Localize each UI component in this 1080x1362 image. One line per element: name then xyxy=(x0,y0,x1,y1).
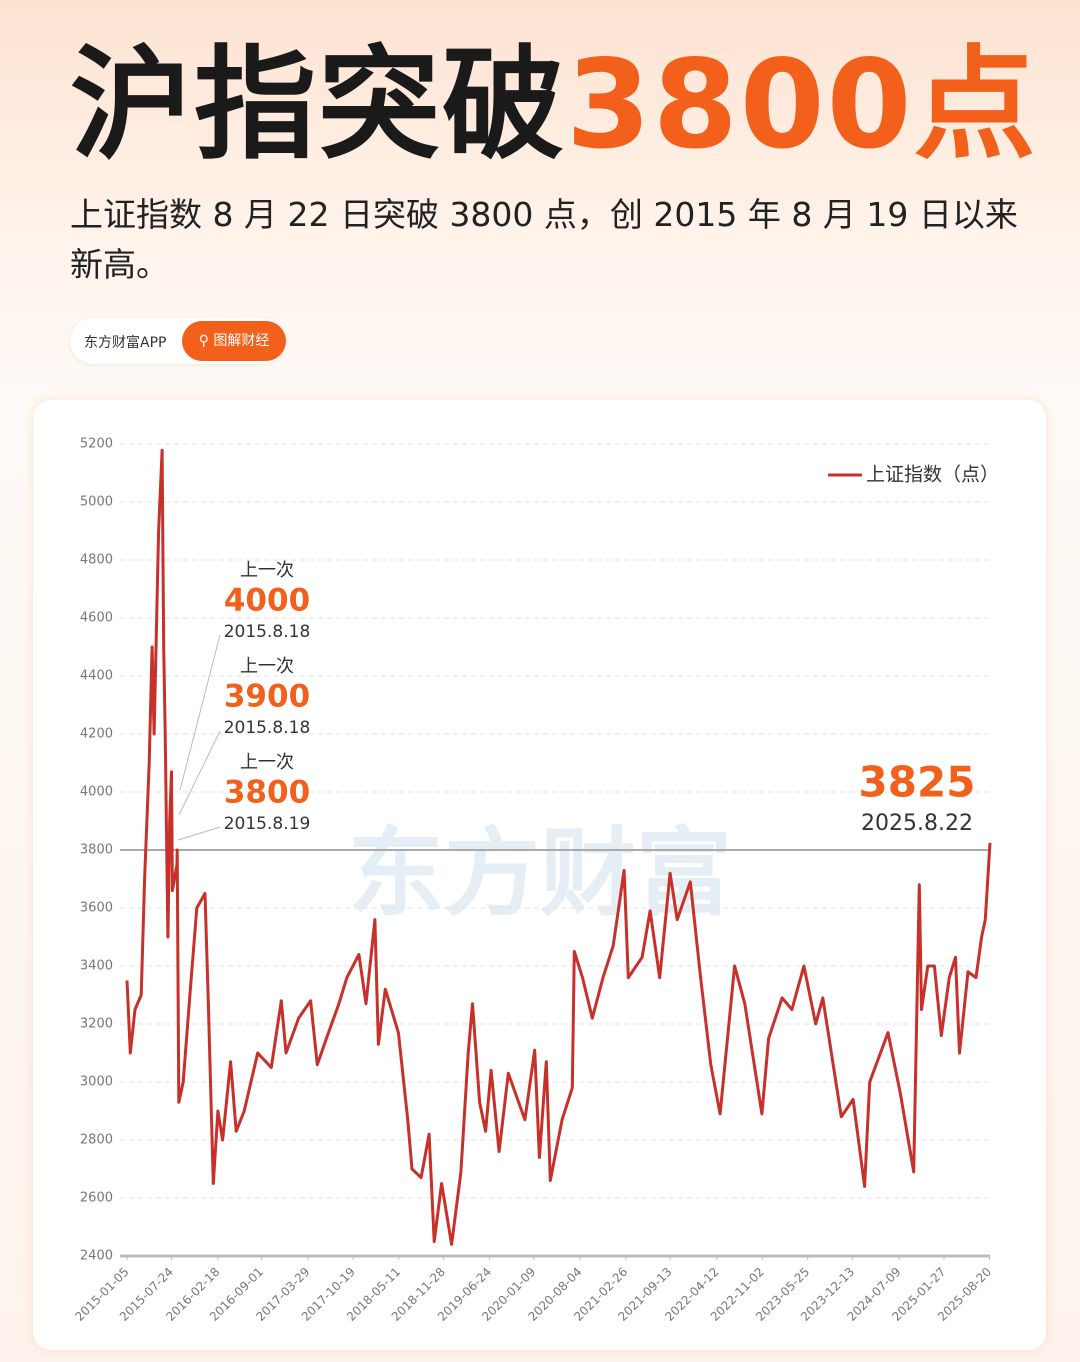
annotation-label: 上一次 xyxy=(240,656,294,677)
annotation-value: 4000 xyxy=(224,583,310,619)
y-tick-label: 3600 xyxy=(80,901,113,916)
y-tick-label: 4600 xyxy=(80,611,113,626)
y-tick-label: 4200 xyxy=(80,727,113,742)
annotation-value: 3800 xyxy=(224,775,310,811)
y-tick-label: 5200 xyxy=(80,437,113,452)
source: 东方财富APP xyxy=(84,335,167,351)
tag-bar: 东方财富APP ⚲ 图解财经 xyxy=(70,318,286,364)
y-tick-label: 4800 xyxy=(80,553,113,568)
title-prefix: 沪指突破 xyxy=(70,34,566,176)
subtitle: 上证指数 8 月 22 日突破 3800 点，创 2015 年 8 月 19 日… xyxy=(70,195,1018,284)
title-highlight: 3800点 xyxy=(566,34,1038,176)
y-tick-label: 2800 xyxy=(80,1133,113,1148)
y-tick-label: 3000 xyxy=(80,1075,113,1090)
annotation-value: 3900 xyxy=(224,679,310,715)
y-tick-label: 2600 xyxy=(80,1191,113,1206)
y-tick-label: 2400 xyxy=(80,1249,113,1264)
annotation-value: 3825 xyxy=(859,758,976,807)
tag-text: 图解财经 xyxy=(213,333,270,349)
chart-card xyxy=(33,400,1046,1350)
annotation-date: 2015.8.18 xyxy=(224,718,311,738)
y-tick-label: 3800 xyxy=(80,843,113,858)
title: 沪指突破3800点 xyxy=(70,30,1038,180)
annotation-date: 2015.8.19 xyxy=(224,814,311,834)
y-tick-label: 4000 xyxy=(80,785,113,800)
y-tick-label: 4400 xyxy=(80,669,113,684)
annotation-label: 上一次 xyxy=(240,560,294,581)
annotation-leader xyxy=(178,730,221,816)
annotation-label: 上一次 xyxy=(240,752,294,773)
y-tick-label: 5000 xyxy=(80,495,113,510)
annotation-leader xyxy=(177,826,221,841)
annotation-date: 2015.8.18 xyxy=(224,622,311,642)
tag-button[interactable]: ⚲ 图解财经 xyxy=(182,321,286,361)
annotation-leader xyxy=(179,634,221,791)
annotation-date: 2025.8.22 xyxy=(861,811,973,836)
y-tick-label: 3200 xyxy=(80,1017,113,1032)
y-tick-label: 3400 xyxy=(80,959,113,974)
watermark: 东方财富 xyxy=(348,817,732,929)
series-line xyxy=(125,448,992,1246)
legend-label: 上证指数（点） xyxy=(866,464,999,486)
